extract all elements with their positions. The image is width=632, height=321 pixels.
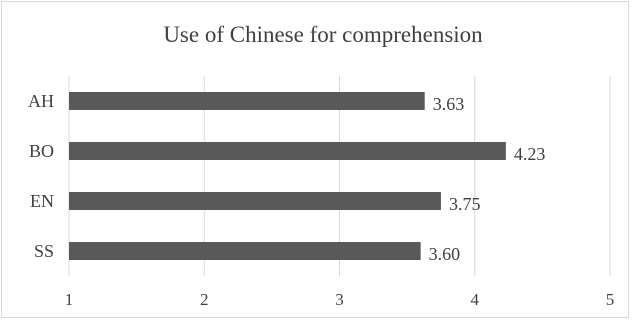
y-tick-label-bo: BO bbox=[29, 141, 54, 161]
x-tick-label: 4 bbox=[471, 290, 480, 309]
x-tick-label: 2 bbox=[200, 290, 209, 309]
value-labels: 3.63 4.23 3.75 3.60 bbox=[429, 94, 546, 264]
value-label-ss: 3.60 bbox=[429, 244, 461, 264]
y-tick-label-en: EN bbox=[30, 191, 54, 211]
x-tick-label: 3 bbox=[335, 290, 344, 309]
bar-ss bbox=[69, 242, 421, 260]
bar-bo bbox=[69, 142, 506, 160]
bar-ah bbox=[69, 92, 425, 110]
x-axis-labels: 1 2 3 4 5 bbox=[65, 290, 615, 309]
y-tick-label-ah: AH bbox=[28, 91, 54, 111]
value-label-ah: 3.63 bbox=[433, 94, 465, 114]
y-tick-label-ss: SS bbox=[34, 241, 54, 261]
bars bbox=[69, 92, 506, 260]
value-label-en: 3.75 bbox=[449, 194, 481, 214]
bar-en bbox=[69, 192, 441, 210]
y-axis-labels: AH BO EN SS bbox=[28, 91, 54, 261]
chart-title: Use of Chinese for comprehension bbox=[163, 22, 483, 47]
x-tick-label: 1 bbox=[65, 290, 74, 309]
x-tick-label: 5 bbox=[606, 290, 615, 309]
value-label-bo: 4.23 bbox=[514, 144, 546, 164]
